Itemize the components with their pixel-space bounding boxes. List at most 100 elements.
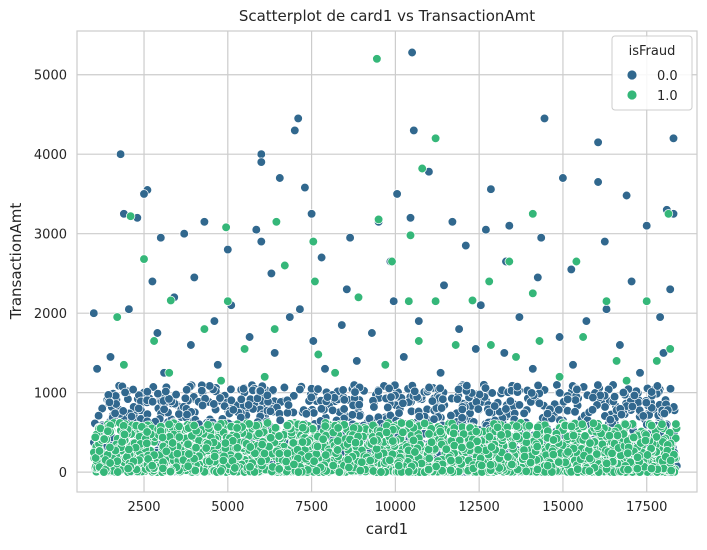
data-point xyxy=(446,455,456,466)
data-point xyxy=(330,368,340,378)
data-point xyxy=(197,386,207,396)
x-tick-label: 10000 xyxy=(375,500,416,515)
data-point xyxy=(281,456,291,467)
data-point xyxy=(487,388,497,398)
data-point xyxy=(435,368,446,378)
data-point xyxy=(570,395,581,405)
data-point xyxy=(254,428,264,439)
data-point xyxy=(344,462,354,473)
data-point xyxy=(147,397,158,407)
data-point xyxy=(600,236,610,247)
data-point xyxy=(588,392,598,403)
data-point xyxy=(666,465,676,476)
data-point xyxy=(438,394,448,404)
data-point xyxy=(213,360,223,370)
data-point xyxy=(318,434,328,444)
data-point xyxy=(430,296,441,306)
data-point xyxy=(332,445,343,455)
data-point xyxy=(189,272,199,283)
data-point xyxy=(593,177,603,187)
data-point xyxy=(424,429,434,439)
data-point xyxy=(501,404,511,414)
data-point xyxy=(184,449,194,459)
data-point xyxy=(398,427,408,437)
data-point xyxy=(308,336,318,346)
data-point xyxy=(352,356,362,366)
data-point xyxy=(104,397,115,407)
data-point xyxy=(424,382,434,393)
chart-title: Scatterplot de card1 vs TransactionAmt xyxy=(239,7,535,25)
data-point xyxy=(394,461,404,471)
data-point xyxy=(404,296,414,306)
data-point xyxy=(533,380,543,391)
data-point xyxy=(209,316,220,326)
data-point xyxy=(293,467,304,477)
data-point xyxy=(174,432,184,442)
data-point xyxy=(477,460,487,471)
data-point xyxy=(632,452,643,462)
data-point xyxy=(629,432,639,443)
data-point xyxy=(473,445,483,455)
data-point xyxy=(407,47,417,58)
data-point xyxy=(480,383,491,393)
data-point xyxy=(199,324,210,334)
data-point xyxy=(533,272,543,283)
data-point xyxy=(652,381,663,391)
data-point xyxy=(671,419,681,429)
data-point xyxy=(245,442,255,452)
data-point xyxy=(142,438,152,448)
data-point xyxy=(350,438,361,448)
data-point xyxy=(507,459,517,470)
data-point xyxy=(600,402,610,412)
data-point xyxy=(666,455,676,466)
data-point xyxy=(492,422,503,432)
data-point xyxy=(577,419,587,429)
data-point xyxy=(587,405,598,415)
data-point xyxy=(105,352,116,362)
data-point xyxy=(289,391,299,401)
data-point xyxy=(328,460,338,471)
data-point xyxy=(350,387,360,397)
data-point xyxy=(457,404,467,415)
data-point xyxy=(123,463,133,474)
data-point xyxy=(585,438,595,448)
data-point xyxy=(410,447,420,457)
data-point xyxy=(343,455,353,465)
data-point xyxy=(309,456,319,466)
data-point xyxy=(449,440,459,451)
data-point xyxy=(552,380,562,390)
data-point xyxy=(642,221,652,231)
data-point xyxy=(584,466,595,476)
legend-marker-1 xyxy=(626,89,638,101)
data-point xyxy=(274,431,284,441)
data-point xyxy=(528,364,538,374)
data-point xyxy=(612,430,623,441)
data-point xyxy=(481,225,491,235)
x-axis-label: card1 xyxy=(366,520,408,538)
data-point xyxy=(512,421,522,431)
data-point xyxy=(197,400,208,411)
data-point xyxy=(289,459,299,470)
data-point xyxy=(451,340,461,350)
plot-area-border xyxy=(76,30,698,493)
data-point xyxy=(383,402,393,413)
data-point xyxy=(668,133,679,143)
data-point xyxy=(213,422,223,432)
data-point xyxy=(417,163,427,174)
data-point xyxy=(139,189,149,199)
data-point xyxy=(454,324,464,334)
data-point xyxy=(103,426,113,436)
data-point xyxy=(256,157,266,167)
data-point xyxy=(251,225,261,235)
data-point xyxy=(320,421,330,431)
data-point xyxy=(120,387,130,398)
data-point xyxy=(471,426,481,437)
data-point xyxy=(321,450,331,460)
data-point xyxy=(571,256,582,267)
data-point xyxy=(313,384,323,394)
data-point xyxy=(454,455,464,465)
data-point xyxy=(320,364,330,374)
data-point xyxy=(566,264,576,275)
data-point xyxy=(629,390,640,401)
data-point xyxy=(172,449,182,459)
